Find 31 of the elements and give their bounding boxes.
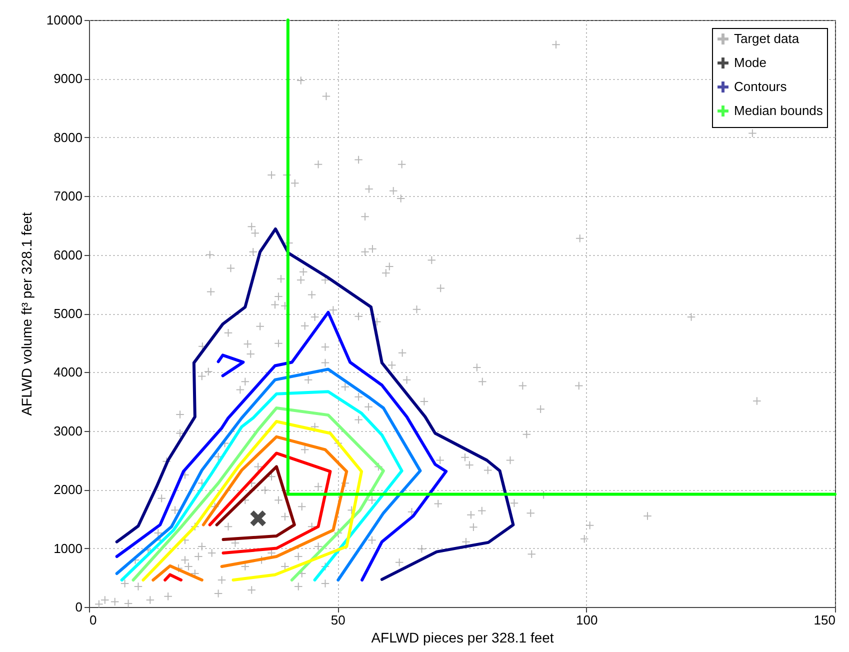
line-series (142, 420, 364, 582)
line-series (115, 310, 448, 582)
y-tick-label: 5000 (54, 306, 82, 321)
y-axis-title: AFLWD volume ft³ per 328.1 feet (18, 212, 34, 416)
y-tick-label: 3000 (54, 423, 82, 438)
x-tick-label: 0 (90, 612, 97, 628)
y-tick-label: 10000 (46, 12, 82, 28)
line-series (202, 435, 348, 568)
y-tick-label: 1000 (54, 540, 82, 556)
line-series (115, 227, 515, 581)
y-tick-label: 9000 (54, 71, 82, 86)
y-tick-label: 0 (75, 600, 82, 614)
legend-label: Contours (734, 79, 788, 94)
x-axis-title: AFLWD pieces per 328.1 feet (371, 630, 554, 646)
y-tick-label: 4000 (54, 364, 82, 380)
line-series (216, 354, 245, 378)
y-tick-label: 8000 (54, 130, 82, 145)
legend-label: Median bounds (734, 103, 824, 118)
legend-label: Target data (734, 31, 800, 46)
line-series (132, 406, 385, 582)
line-series (215, 465, 296, 541)
y-tick-label: 7000 (54, 188, 82, 204)
x-tick-label: 100 (576, 612, 598, 628)
x-tick-label: 150 (814, 612, 836, 628)
line-series (120, 390, 404, 582)
x-tick-label: 50 (330, 612, 346, 628)
y-tick-label: 2000 (54, 482, 82, 498)
line-series (115, 368, 422, 582)
y-tick-label: 6000 (54, 247, 82, 262)
line-series (208, 452, 332, 554)
legend-label: Mode (734, 55, 767, 70)
